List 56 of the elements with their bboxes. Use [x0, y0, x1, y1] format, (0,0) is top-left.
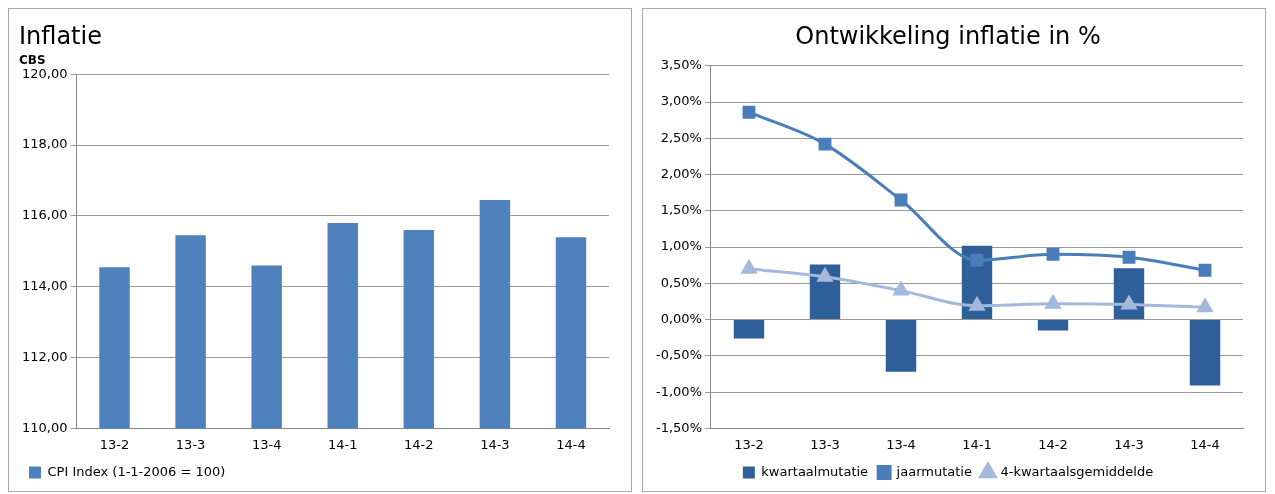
chart-title: Ontwikkeling inflatie in % [795, 21, 1101, 50]
y-tick-label: 116,00 [21, 207, 68, 223]
y-tick-label: -0,50% [655, 347, 702, 363]
x-tick-label: 13-3 [175, 436, 206, 452]
y-tick-label: 2,00% [660, 165, 702, 181]
point [1197, 298, 1213, 313]
y-tick-label: 1,00% [660, 238, 702, 254]
point [969, 297, 985, 311]
x-tick-label: 13-2 [734, 436, 764, 452]
x-tick-label: 14-4 [1190, 436, 1220, 452]
x-tick-label: 14-3 [1114, 436, 1144, 452]
y-tick-label: -1,00% [655, 383, 702, 399]
chart-subtitle: CBS [19, 53, 46, 68]
x-tick-label: 14-1 [962, 436, 992, 452]
y-tick-label: 120,00 [21, 65, 68, 81]
y-tick-label: 114,00 [21, 278, 68, 294]
y-tick-label: 112,00 [21, 348, 68, 364]
y-tick-label: 3,00% [660, 93, 702, 109]
bar [1037, 320, 1069, 331]
point [1121, 295, 1137, 310]
point [741, 260, 757, 274]
legend-label: CPI Index (1-1-2006 = 100) [47, 463, 226, 479]
bar [885, 320, 917, 372]
legend-label: kwartaalmutatie [761, 463, 869, 479]
point [1122, 250, 1136, 264]
y-tick-label: 118,00 [21, 136, 68, 152]
x-tick-label: 13-3 [810, 436, 840, 452]
point [894, 193, 908, 207]
y-tick-label: -1,50% [655, 419, 702, 435]
x-tick-label: 14-2 [404, 436, 434, 452]
point [742, 105, 756, 119]
point [817, 268, 833, 282]
y-tick-label: 2,50% [660, 129, 702, 145]
point [970, 253, 984, 267]
x-tick-label: 14-4 [556, 436, 586, 452]
y-tick-label: 0,00% [660, 310, 702, 326]
bar [1189, 320, 1221, 386]
x-tick-label: 14-1 [327, 436, 358, 452]
y-tick-label: 1,50% [660, 202, 702, 218]
point [1198, 263, 1212, 277]
y-tick-label: 0,50% [660, 274, 702, 290]
x-tick-label: 14-3 [480, 436, 510, 452]
legend-label: 4-kwartaalsgemiddelde [1000, 463, 1154, 479]
legend-label: jaarmutatie [895, 463, 972, 479]
point [818, 137, 832, 151]
x-tick-label: 13-4 [886, 436, 916, 452]
x-tick-label: 13-2 [99, 436, 130, 452]
bar [733, 320, 765, 339]
x-tick-label: 14-2 [1038, 436, 1068, 452]
chart-title: Inflatie [19, 21, 102, 50]
y-tick-label: 3,50% [660, 57, 702, 73]
point [1045, 295, 1061, 309]
x-tick-label: 13-4 [251, 436, 282, 452]
y-tick-label: 110,00 [21, 419, 68, 435]
point [1046, 247, 1060, 261]
point [893, 282, 909, 296]
